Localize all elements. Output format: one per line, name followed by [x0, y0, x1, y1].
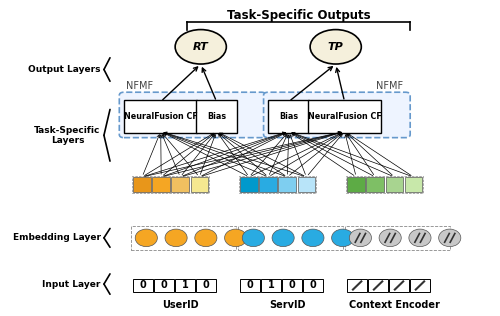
- Bar: [278, 177, 296, 192]
- Text: NeuralFusion CF: NeuralFusion CF: [308, 112, 382, 121]
- Bar: [131, 226, 236, 250]
- Text: RT: RT: [193, 42, 208, 52]
- Ellipse shape: [224, 229, 246, 247]
- Text: Context Encoder: Context Encoder: [349, 300, 440, 310]
- Text: 1: 1: [182, 281, 188, 290]
- Bar: [238, 226, 344, 250]
- Bar: [368, 279, 388, 292]
- Text: 0: 0: [202, 281, 209, 290]
- Text: Embedding Layer: Embedding Layer: [12, 234, 101, 242]
- Ellipse shape: [379, 229, 401, 247]
- Text: NFMF: NFMF: [126, 81, 154, 91]
- Bar: [346, 176, 423, 193]
- Bar: [303, 279, 322, 292]
- Bar: [172, 177, 189, 192]
- Text: 0: 0: [310, 281, 316, 290]
- Text: Output Layers: Output Layers: [28, 65, 101, 74]
- Ellipse shape: [272, 229, 294, 247]
- Text: 0: 0: [140, 281, 146, 290]
- Bar: [175, 279, 195, 292]
- Bar: [240, 177, 258, 192]
- Text: NFMF: NFMF: [376, 81, 403, 91]
- Text: 1: 1: [268, 281, 274, 290]
- Bar: [196, 279, 216, 292]
- Text: Bias: Bias: [207, 112, 226, 121]
- Circle shape: [310, 30, 362, 64]
- FancyBboxPatch shape: [196, 100, 237, 133]
- Text: Task-Specific
Layers: Task-Specific Layers: [34, 125, 100, 145]
- Ellipse shape: [195, 229, 217, 247]
- FancyBboxPatch shape: [268, 100, 309, 133]
- Bar: [386, 177, 403, 192]
- Ellipse shape: [165, 229, 187, 247]
- Text: Input Layer: Input Layer: [42, 280, 100, 289]
- Text: 0: 0: [246, 281, 254, 290]
- Bar: [152, 177, 170, 192]
- Circle shape: [175, 30, 227, 64]
- Text: Bias: Bias: [279, 112, 298, 121]
- FancyBboxPatch shape: [120, 92, 266, 138]
- Ellipse shape: [332, 229, 354, 247]
- Text: NeuralFusion CF: NeuralFusion CF: [124, 112, 198, 121]
- Text: 0: 0: [288, 281, 296, 290]
- Bar: [404, 177, 422, 192]
- Ellipse shape: [302, 229, 324, 247]
- Bar: [154, 279, 174, 292]
- Text: ServID: ServID: [269, 300, 306, 310]
- Bar: [282, 279, 302, 292]
- Bar: [134, 177, 151, 192]
- Bar: [260, 177, 277, 192]
- Ellipse shape: [350, 229, 372, 247]
- Bar: [298, 177, 315, 192]
- Text: UserID: UserID: [162, 300, 198, 310]
- Ellipse shape: [135, 229, 158, 247]
- Bar: [366, 177, 384, 192]
- Bar: [348, 177, 365, 192]
- Bar: [240, 279, 260, 292]
- Ellipse shape: [242, 229, 264, 247]
- Text: 0: 0: [160, 281, 168, 290]
- Bar: [134, 279, 153, 292]
- Bar: [132, 176, 209, 193]
- Text: Task-Specific Outputs: Task-Specific Outputs: [226, 9, 370, 22]
- Bar: [389, 279, 409, 292]
- FancyBboxPatch shape: [308, 100, 382, 133]
- Bar: [345, 226, 451, 250]
- FancyBboxPatch shape: [124, 100, 198, 133]
- Bar: [190, 177, 208, 192]
- Bar: [348, 279, 367, 292]
- Text: TP: TP: [328, 42, 344, 52]
- Ellipse shape: [438, 229, 461, 247]
- FancyBboxPatch shape: [264, 92, 410, 138]
- Bar: [262, 279, 281, 292]
- Bar: [240, 176, 316, 193]
- Ellipse shape: [409, 229, 431, 247]
- Bar: [410, 279, 430, 292]
